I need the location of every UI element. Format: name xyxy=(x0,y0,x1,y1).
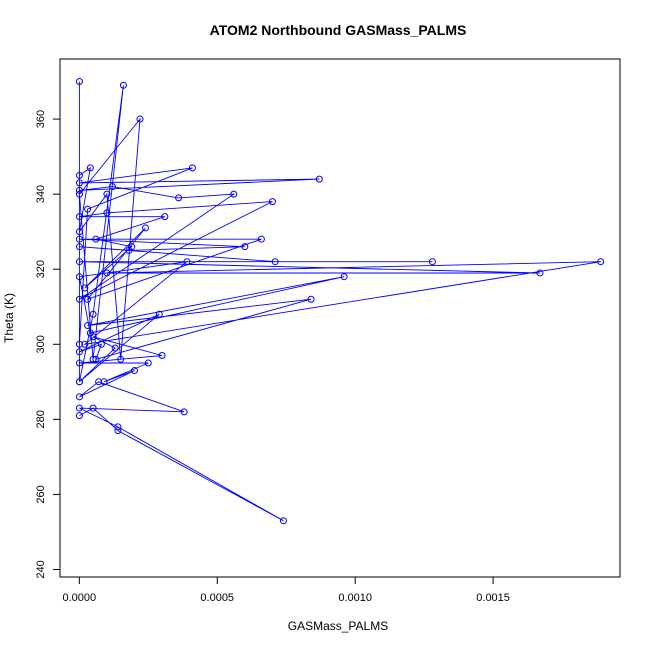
data-point xyxy=(108,183,116,191)
data-point xyxy=(130,367,138,375)
data-point xyxy=(75,190,83,198)
data-point xyxy=(155,310,163,318)
data-point xyxy=(92,355,100,363)
data-point xyxy=(183,258,191,266)
y-tick-label: 360 xyxy=(35,110,47,128)
data-point xyxy=(142,224,150,232)
data-point xyxy=(81,340,89,348)
data-point xyxy=(114,423,122,431)
plot-frame xyxy=(59,58,621,578)
data-point xyxy=(136,115,144,123)
y-tick-label: 340 xyxy=(35,185,47,203)
data-point xyxy=(84,322,92,330)
x-tick-label: 0.0015 xyxy=(476,592,510,604)
data-point xyxy=(188,164,196,172)
data-point xyxy=(117,355,125,363)
data-point xyxy=(597,258,605,266)
y-tick-label: 320 xyxy=(35,260,47,278)
series-line-path xyxy=(78,81,601,522)
data-point xyxy=(241,243,249,251)
x-axis-label: GASMass_PALMS xyxy=(288,619,388,633)
data-point xyxy=(340,273,348,281)
data-point xyxy=(75,171,83,179)
data-point xyxy=(103,209,111,217)
y-axis-label: Theta (K) xyxy=(2,293,16,343)
data-point xyxy=(92,235,100,243)
data-point xyxy=(144,359,152,367)
data-point xyxy=(75,213,83,221)
data-point xyxy=(271,258,279,266)
x-tick-label: 0.0005 xyxy=(200,592,234,604)
data-point xyxy=(81,284,89,292)
data-point xyxy=(75,295,83,303)
data-point xyxy=(89,355,97,363)
y-axis: 240 260 280 300 320 340 360 xyxy=(35,110,61,579)
data-point xyxy=(75,235,83,243)
data-point xyxy=(75,404,83,412)
y-tick-label: 280 xyxy=(35,410,47,428)
data-point xyxy=(125,246,133,254)
data-point xyxy=(86,164,94,172)
series-points xyxy=(75,78,605,525)
data-point xyxy=(75,348,83,356)
data-point xyxy=(428,258,436,266)
data-point xyxy=(89,404,97,412)
series-line xyxy=(78,81,601,522)
data-point xyxy=(89,310,97,318)
data-point xyxy=(95,378,103,386)
data-point xyxy=(111,344,119,352)
data-point xyxy=(230,190,238,198)
x-axis: 0.0000 0.0005 0.0010 0.0015 xyxy=(62,576,510,604)
data-point xyxy=(75,258,83,266)
data-point xyxy=(103,269,111,277)
data-point xyxy=(84,295,92,303)
data-point xyxy=(75,228,83,236)
data-point xyxy=(75,378,83,386)
data-point xyxy=(315,175,323,183)
data-point xyxy=(114,427,122,435)
data-point xyxy=(75,393,83,401)
data-point xyxy=(75,78,83,86)
y-tick-label: 240 xyxy=(35,560,47,578)
x-tick-label: 0.0000 xyxy=(62,592,96,604)
data-point xyxy=(180,408,188,416)
data-point xyxy=(75,179,83,187)
data-point xyxy=(161,213,169,221)
data-point xyxy=(279,517,287,525)
data-point xyxy=(84,205,92,213)
data-point xyxy=(97,340,105,348)
data-point xyxy=(75,412,83,420)
data-point xyxy=(307,295,315,303)
y-tick-label: 260 xyxy=(35,485,47,503)
data-point xyxy=(75,243,83,251)
chart-title: ATOM2 Northbound GASMass_PALMS xyxy=(210,22,467,38)
data-point xyxy=(75,359,83,367)
data-point xyxy=(103,190,111,198)
data-point xyxy=(175,194,183,202)
data-point xyxy=(75,273,83,281)
data-point xyxy=(119,81,127,89)
data-point xyxy=(257,235,265,243)
data-point xyxy=(158,352,166,360)
data-point xyxy=(75,340,83,348)
data-point xyxy=(536,269,544,277)
x-tick-label: 0.0010 xyxy=(338,592,372,604)
data-point xyxy=(89,333,97,341)
data-point xyxy=(75,186,83,194)
y-tick-label: 300 xyxy=(35,335,47,353)
data-point xyxy=(268,198,276,206)
